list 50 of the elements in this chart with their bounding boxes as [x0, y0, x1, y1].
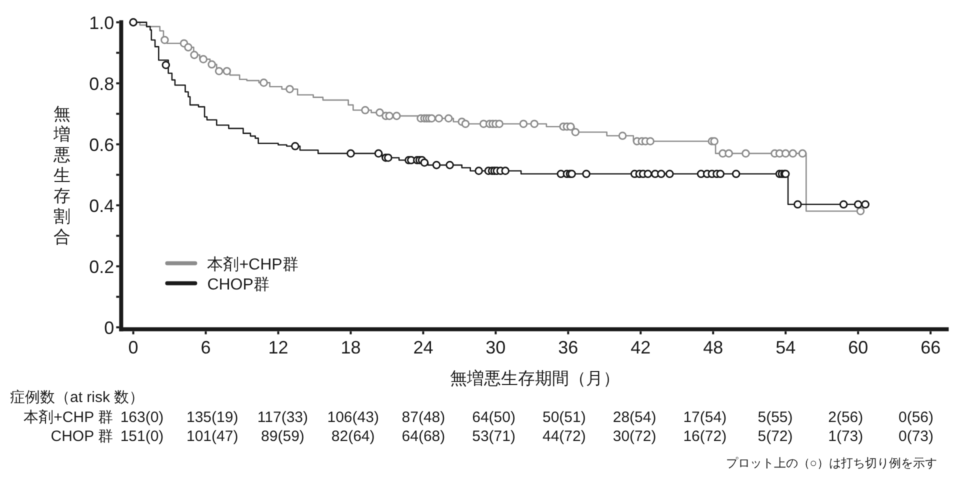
text: 17(54)	[683, 409, 727, 426]
text: 64(68)	[402, 428, 446, 445]
legend-label: CHOP群	[207, 276, 270, 294]
text: プロット上の（○）は打ち切り例を示す	[726, 456, 937, 470]
text: 135(19)	[186, 409, 238, 426]
text: 2(56)	[828, 409, 864, 426]
y-tick-label: 0.2	[89, 256, 114, 277]
text: 82(64)	[331, 428, 375, 445]
x-tick-label: 48	[703, 337, 724, 358]
x-tick-label: 0	[128, 337, 138, 358]
text: 44(72)	[542, 428, 586, 445]
text: 0(56)	[898, 409, 934, 426]
text: 50(51)	[542, 409, 586, 426]
y-tick-label: 1.0	[89, 12, 114, 33]
x-tick-label: 24	[413, 337, 434, 358]
x-tick-label: 54	[776, 337, 796, 358]
x-tick-label: 12	[268, 337, 288, 358]
text: 1(73)	[828, 428, 864, 445]
text: 本剤+CHP 群	[24, 409, 113, 426]
x-tick-label: 42	[630, 337, 651, 358]
text: 53(71)	[472, 428, 516, 445]
x-tick-label: 6	[200, 337, 211, 358]
text: 5(55)	[758, 409, 793, 426]
x-tick-label: 36	[558, 337, 578, 358]
text: 0(73)	[898, 428, 934, 445]
text: 151(0)	[120, 428, 164, 445]
x-axis-title: 無増悪生存期間（月）	[450, 369, 620, 388]
text: 117(33)	[257, 409, 308, 426]
text: 89(59)	[261, 428, 304, 445]
y-tick-label: 0	[104, 318, 114, 338]
text: 30(72)	[612, 428, 656, 445]
text: 163(0)	[120, 409, 164, 426]
x-tick-label: 30	[486, 337, 506, 358]
y-tick-label: 0.6	[89, 134, 114, 155]
text: 28(54)	[612, 409, 656, 426]
text: 16(72)	[683, 428, 727, 445]
text: 87(48)	[402, 409, 446, 426]
y-tick-label: 0.8	[89, 74, 114, 94]
x-tick-label: 60	[848, 337, 868, 358]
text: 5(72)	[758, 428, 793, 445]
text: CHOP 群	[50, 428, 113, 445]
text: 101(47)	[186, 428, 238, 445]
x-tick-label: 66	[920, 337, 941, 358]
text: 症例数（at risk 数）	[10, 389, 144, 406]
y-tick-label: 0.4	[89, 196, 114, 216]
text: 64(50)	[472, 409, 516, 426]
x-tick-label: 18	[340, 337, 361, 358]
text: 106(43)	[327, 409, 379, 426]
legend-label: 本剤+CHP群	[207, 255, 298, 274]
y-axis-title: 無増悪生存割合	[52, 104, 70, 246]
